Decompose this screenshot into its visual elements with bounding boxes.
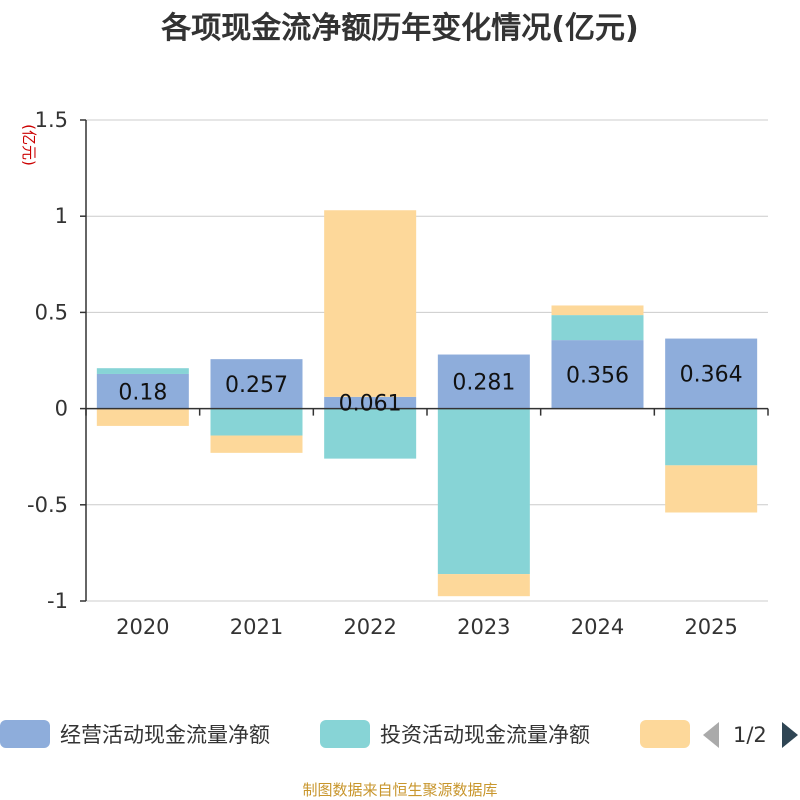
- legend-label: 经营活动现金流量净额: [60, 723, 270, 747]
- bar-2022-series-3: [324, 210, 417, 397]
- bar-2020-series-3: [96, 408, 189, 426]
- legend-item-1[interactable]: 经营活动现金流量净额: [0, 720, 270, 748]
- legend: 经营活动现金流量净额 投资活动现金流量净额 1/2: [0, 720, 798, 748]
- legend-label: 投资活动现金流量净额: [380, 723, 590, 747]
- bar-2022-series-1: [324, 396, 417, 409]
- x-tick-label: 2024: [571, 615, 624, 639]
- x-tick-label: 2025: [684, 615, 737, 639]
- legend-next-icon[interactable]: [782, 722, 798, 748]
- bar-2021-series-2: [210, 408, 303, 436]
- bar-2020-series-1: [96, 373, 189, 409]
- x-tick-label: 2022: [343, 615, 396, 639]
- y-tick-label: 1: [55, 204, 68, 228]
- bar-2020-series-2: [96, 368, 189, 374]
- chart-title: 各项现金流净额历年变化情况(亿元): [160, 11, 638, 46]
- data-label: 0.356: [566, 363, 629, 388]
- y-tick-label: -0.5: [27, 493, 68, 517]
- bar-2022-series-2: [324, 408, 417, 459]
- axes: 1.5 1 0.5 0 -0.5 -1 2020 2021 2022 2023 2024 2025: [27, 108, 769, 639]
- legend-swatch: [0, 720, 50, 748]
- legend-swatch: [320, 720, 370, 748]
- legend-page-indicator: 1/2: [733, 723, 767, 747]
- legend-item-2[interactable]: 投资活动现金流量净额: [320, 720, 590, 748]
- x-tick-label: 2021: [230, 615, 283, 639]
- bar-2021-series-1: [210, 359, 303, 409]
- bar-2024-series-3: [551, 305, 644, 316]
- gridlines: [86, 119, 768, 602]
- y-tick-label: 0: [55, 397, 68, 421]
- bars: [96, 210, 758, 597]
- y-axis-unit-label: (亿元): [20, 124, 38, 166]
- bar-2024-series-1: [551, 340, 644, 409]
- bar-2023-series-1: [437, 354, 530, 409]
- y-tick-label: 0.5: [35, 300, 68, 324]
- data-label: 0.061: [339, 392, 402, 417]
- data-label: 0.18: [118, 380, 167, 405]
- bar-2025-series-3: [665, 465, 758, 513]
- y-tick-label: -1: [47, 589, 68, 613]
- bar-2023-series-3: [437, 574, 530, 597]
- bar-2025-series-1: [665, 338, 758, 409]
- legend-item-3[interactable]: [640, 720, 690, 748]
- legend-prev-icon[interactable]: [703, 722, 719, 748]
- bar-2025-series-2: [665, 408, 758, 466]
- data-labels: 0.18 0.257 0.061 0.281 0.356 0.364: [118, 363, 742, 417]
- data-label: 0.364: [680, 363, 743, 388]
- bar-2021-series-3: [210, 435, 303, 453]
- x-tick-label: 2020: [116, 615, 169, 639]
- source-note: 制图数据来自恒生聚源数据库: [302, 781, 497, 799]
- bar-2023-series-2: [437, 408, 530, 575]
- x-tick-label: 2023: [457, 615, 510, 639]
- data-label: 0.281: [452, 371, 515, 396]
- data-label: 0.257: [225, 373, 288, 398]
- bar-2024-series-2: [551, 315, 644, 341]
- y-tick-label: 1.5: [35, 108, 68, 132]
- legend-swatch: [640, 720, 690, 748]
